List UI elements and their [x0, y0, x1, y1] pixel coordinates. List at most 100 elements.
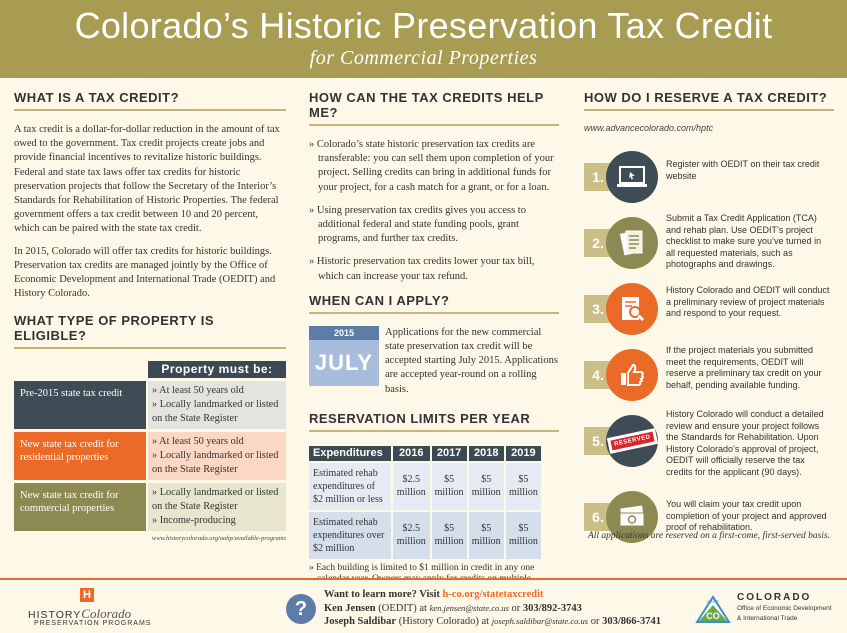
eligibility-row-reqs: At least 50 years old Locally landmarked…	[148, 432, 286, 481]
requirement-item: At least 50 years old	[152, 435, 282, 449]
step-item: 3. History Colorado and OEDIT will condu…	[584, 283, 834, 335]
documents-icon	[606, 217, 658, 269]
contact-line-1: Ken Jensen (OEDIT) at ken.jensen@state.c…	[324, 602, 582, 614]
magnify-document-icon	[606, 283, 658, 335]
eligibility-row: Pre-2015 state tax credit At least 50 ye…	[14, 381, 286, 430]
svg-text:OEDIT: OEDIT	[707, 599, 720, 604]
when-text: Applications for the new commercial stat…	[385, 326, 558, 395]
reserved-stamp: RESERVED	[609, 431, 655, 451]
table-cell: $2.5 million	[393, 462, 430, 510]
history-colorado-mark: H	[80, 588, 94, 602]
table-header-cell: 2017	[431, 445, 467, 461]
table-header-cell: 2018	[468, 445, 504, 461]
page-title: Colorado’s Historic Preservation Tax Cre…	[74, 5, 773, 46]
column-right: HOW DO I RESERVE A TAX CREDIT? www.advan…	[584, 90, 834, 631]
table-cell: $5 million	[505, 511, 541, 559]
requirement-item: Income-producing	[152, 514, 282, 528]
contact-line-2: Joseph Saldibar (History Colorado) at jo…	[324, 616, 662, 627]
table-cell: $5 million	[468, 511, 504, 559]
oedit-mark-icon: CO OEDIT	[695, 595, 731, 623]
column-middle: HOW CAN THE TAX CREDITS HELP ME? Colorad…	[309, 90, 559, 596]
table-header-cell: Expenditures	[309, 445, 391, 461]
calendar-month: JULY	[309, 339, 379, 386]
eligibility-row: New state tax credit for commercial prop…	[14, 483, 286, 532]
table-header-row: Expenditures 2016 2017 2018 2019	[309, 445, 541, 461]
learn-more-link[interactable]: h-co.org/statetaxcredit	[442, 589, 544, 600]
requirement-item: Locally landmarked or listed on the Stat…	[152, 486, 282, 514]
step-text: Register with OEDIT on their tax credit …	[666, 159, 820, 181]
help-list: Colorado’s state historic preservation t…	[309, 138, 559, 284]
list-item: Historic preservation tax credits lower …	[309, 255, 559, 283]
history-colorado-wordmark: HISTORYColorado	[28, 606, 132, 621]
history-colorado-logo: H HISTORYColorado PRESERVATION PROGRAMS	[28, 586, 188, 630]
email-link[interactable]: ken.jensen@state.co.us	[429, 602, 509, 613]
section-heading-reserve: HOW DO I RESERVE A TAX CREDIT?	[584, 90, 834, 111]
step-text: Submit a Tax Credit Application (TCA) an…	[666, 213, 822, 269]
table-cell: $5 million	[431, 511, 467, 559]
eligibility-row-reqs: At least 50 years old Locally landmarked…	[148, 381, 286, 430]
step-item: 6. You will claim your tax credit upon c…	[584, 491, 834, 543]
reserved-ticket-icon: RESERVED	[606, 415, 658, 467]
step-item: 2. Submit a Tax Credit Application (TCA)…	[584, 213, 834, 269]
page-subtitle: for Commercial Properties	[309, 47, 538, 69]
oedit-wordmark: COLORADO Office of Economic Development …	[737, 592, 832, 622]
section-heading-limits: RESERVATION LIMITS PER YEAR	[309, 411, 559, 432]
step-item: 5. RESERVED History Colorado will conduc…	[584, 409, 834, 477]
eligibility-table-header: Property must be:	[148, 361, 286, 379]
step-text: If the project materials you submitted m…	[666, 345, 822, 390]
step-text: You will claim your tax credit upon comp…	[666, 499, 827, 532]
table-row: Estimated rehab expenditures over $2 mil…	[309, 511, 541, 559]
calendar-icon: 2015 JULY	[309, 325, 379, 397]
step-text: History Colorado and OEDIT will conduct …	[666, 285, 830, 318]
computer-icon	[606, 151, 658, 203]
column-left: WHAT IS A TAX CREDIT? A tax credit is a …	[14, 90, 286, 542]
learn-more-line: Want to learn more? Visit h-co.org/state…	[324, 589, 544, 600]
closing-note: All applications are reserved on a first…	[587, 531, 831, 541]
reserve-link[interactable]: www.advancecolorado.com/hptc	[584, 123, 714, 133]
oedit-logo: CO OEDIT COLORADO Office of Economic Dev…	[695, 590, 835, 630]
section-heading-when: WHEN CAN I APPLY?	[309, 293, 559, 314]
requirement-item: Locally landmarked or listed on the Stat…	[152, 398, 282, 426]
history-colorado-subtitle: PRESERVATION PROGRAMS	[34, 620, 152, 627]
eligibility-row-label: New state tax credit for residential pro…	[14, 432, 146, 481]
table-cell: $2.5 million	[393, 511, 430, 559]
steps-list: 1. Register with OEDIT on their tax cred…	[584, 151, 834, 631]
table-cell: $5 million	[431, 462, 467, 510]
section-heading-help: HOW CAN THE TAX CREDITS HELP ME?	[309, 90, 559, 126]
section-heading-eligible: WHAT TYPE OF PROPERTY IS ELIGIBLE?	[14, 313, 286, 350]
eligibility-row-label: New state tax credit for commercial prop…	[14, 483, 146, 532]
eligibility-row-reqs: Locally landmarked or listed on the Stat…	[148, 483, 286, 532]
thumbs-up-icon	[606, 349, 658, 401]
eligibility-row: New state tax credit for residential pro…	[14, 432, 286, 481]
what-paragraph-2: In 2015, Colorado will offer tax credits…	[14, 245, 276, 300]
table-row: Estimated rehab expenditures of $2 milli…	[309, 462, 541, 510]
step-item: 1. Register with OEDIT on their tax cred…	[584, 151, 834, 203]
step-text: History Colorado will conduct a detailed…	[666, 409, 824, 477]
question-icon: ?	[286, 594, 316, 624]
table-cell: Estimated rehab expenditures over $2 mil…	[309, 511, 391, 559]
section-heading-what: WHAT IS A TAX CREDIT?	[14, 90, 286, 111]
calendar-year: 2015	[309, 325, 379, 340]
what-paragraph-1: A tax credit is a dollar-for-dollar redu…	[14, 124, 280, 235]
when-block: 2015 JULY Applications for the new comme…	[309, 325, 559, 397]
eligibility-row-label: Pre-2015 state tax credit	[14, 381, 146, 430]
table-cell: Estimated rehab expenditures of $2 milli…	[309, 462, 391, 510]
title-banner: Colorado’s Historic Preservation Tax Cre…	[0, 0, 847, 78]
svg-text:CO: CO	[706, 611, 720, 621]
limits-table: Expenditures 2016 2017 2018 2019 Estimat…	[307, 444, 543, 561]
money-icon	[606, 491, 658, 543]
programs-link[interactable]: www.historycolorado.org/oahp/available-p…	[151, 535, 286, 543]
table-header-cell: 2016	[393, 445, 430, 461]
step-item: 4. If the project materials you submitte…	[584, 345, 834, 401]
list-item: Using preservation tax credits gives you…	[309, 204, 559, 247]
requirement-item: At least 50 years old	[152, 384, 282, 398]
table-cell: $5 million	[505, 462, 541, 510]
eligibility-table: Property must be: Pre-2015 state tax cre…	[14, 361, 286, 542]
list-item: Colorado’s state historic preservation t…	[309, 138, 559, 195]
table-cell: $5 million	[468, 462, 504, 510]
footer: H HISTORYColorado PRESERVATION PROGRAMS …	[0, 578, 847, 633]
email-link[interactable]: joseph.saldibar@state.co.us	[491, 616, 589, 626]
requirement-item: Locally landmarked or listed on the Stat…	[152, 449, 282, 477]
contact-info: Want to learn more? Visit h-co.org/state…	[324, 588, 661, 629]
table-header-cell: 2019	[505, 445, 541, 461]
